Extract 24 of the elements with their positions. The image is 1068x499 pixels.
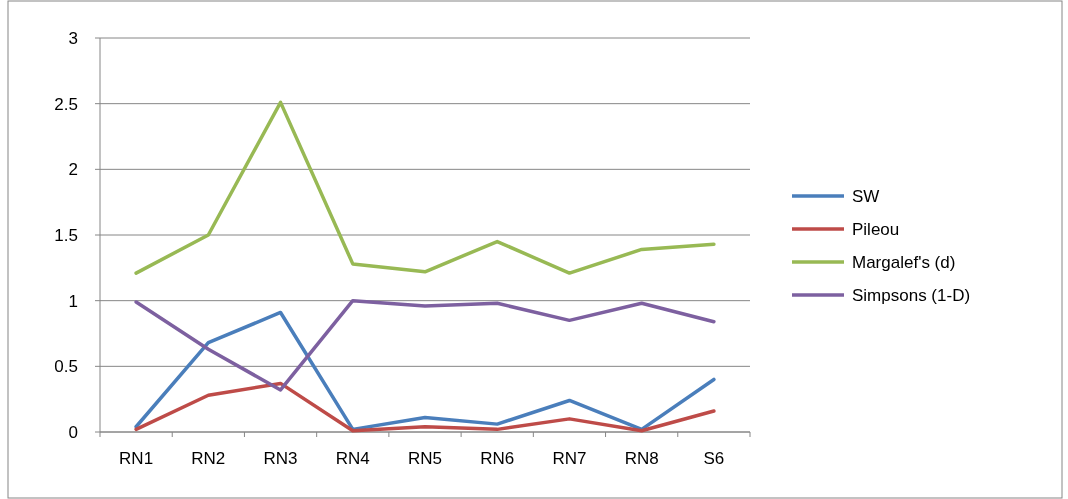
- legend-label: SW: [852, 186, 880, 206]
- y-tick-label: 3: [68, 28, 78, 48]
- line-series: [134, 298, 716, 392]
- legend-label: Simpsons (1-D): [852, 285, 971, 305]
- y-tick-label: 0: [68, 422, 78, 442]
- y-tick-label: 2: [68, 160, 78, 180]
- x-tick-label: S6: [703, 449, 725, 468]
- line-series: [134, 100, 716, 275]
- y-tick-label: 0.5: [54, 357, 78, 377]
- y-tick-label: 2.5: [54, 94, 78, 114]
- line-series: [134, 381, 716, 433]
- x-tick-label: RN1: [119, 449, 154, 468]
- x-tick-label: RN2: [191, 449, 226, 468]
- x-tick-label: RN6: [480, 449, 515, 468]
- legend-label: Pileou: [852, 219, 900, 239]
- y-tick-label: 1.5: [54, 225, 78, 245]
- x-tick-label: RN7: [552, 449, 587, 468]
- legend-label: Margalef's (d): [852, 252, 956, 272]
- x-tick-label: RN8: [624, 449, 659, 468]
- x-tick-label: RN4: [335, 449, 370, 468]
- line-series: [134, 310, 716, 432]
- x-tick-label: RN3: [263, 449, 298, 468]
- y-tick-label: 1: [68, 291, 78, 311]
- x-tick-label: RN5: [407, 449, 443, 468]
